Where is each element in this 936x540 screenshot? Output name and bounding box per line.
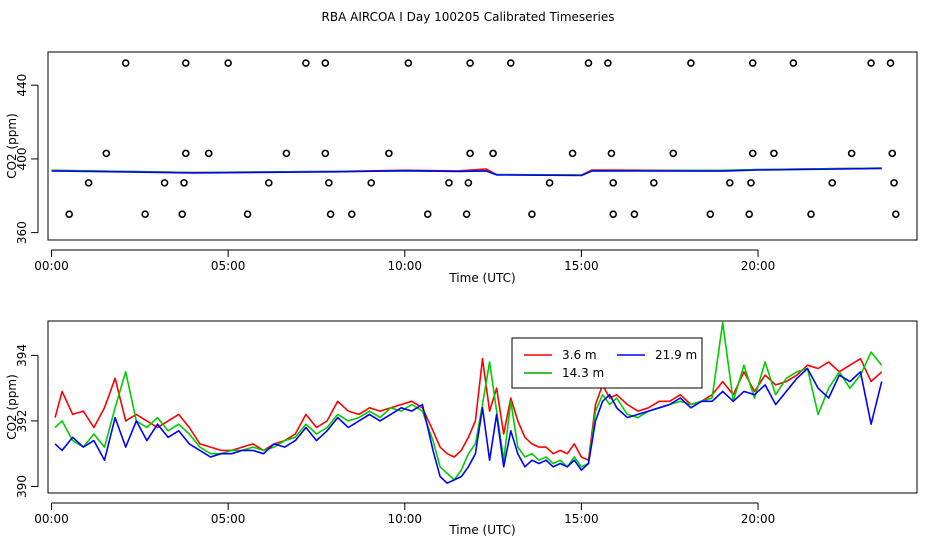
x-tick-label: 20:00	[741, 512, 776, 526]
data-point	[630, 210, 639, 218]
data-point	[160, 179, 169, 187]
data-point	[141, 210, 149, 218]
y-tick-label: 392	[15, 409, 29, 432]
y-tick-label: 394	[15, 344, 29, 367]
data-point	[181, 59, 190, 67]
data-point	[748, 59, 757, 67]
data-point	[462, 210, 471, 218]
legend-box	[511, 337, 703, 389]
legend-label: 14.3 m	[562, 366, 604, 380]
data-point	[489, 149, 497, 158]
data-point	[650, 179, 658, 187]
data-point	[178, 210, 187, 218]
x-axis-label: Time (UTC)	[448, 523, 515, 537]
series-group	[51, 59, 900, 218]
data-point	[748, 149, 757, 158]
data-point	[687, 59, 695, 67]
data-point	[204, 149, 213, 158]
y-axis-label: CO2 (ppm)	[5, 374, 19, 440]
data-point	[102, 149, 111, 158]
data-point	[347, 210, 356, 218]
data-point	[423, 210, 432, 218]
series-line-21-9-m	[54, 367, 883, 484]
series-group	[54, 321, 883, 484]
figure-title: RBA AIRCOA I Day 100205 Calibrated Times…	[322, 10, 615, 24]
data-point	[607, 149, 616, 158]
y-tick-label: 440	[15, 74, 29, 97]
data-point	[243, 210, 252, 218]
x-tick-label: 00:00	[34, 259, 69, 273]
plot-frame	[47, 320, 918, 494]
x-tick-label: 10:00	[387, 259, 422, 273]
top-panel-scatter: 00:00 05:00 10:00 15:00 20:00 Time (UTC) 360 40…	[5, 51, 918, 285]
data-point	[745, 210, 754, 218]
data-point	[568, 149, 577, 158]
data-point	[181, 149, 190, 158]
y-tick-label: 360	[15, 221, 29, 244]
series-line-21-9-m	[51, 167, 882, 177]
data-point	[464, 179, 473, 187]
data-point	[847, 149, 856, 158]
data-point	[584, 59, 593, 67]
data-point	[466, 59, 474, 67]
legend-label: 21.9 m	[655, 348, 697, 362]
data-point	[545, 179, 554, 187]
x-tick-label: 05:00	[211, 512, 246, 526]
data-point	[404, 59, 413, 67]
data-point	[506, 59, 515, 67]
legend-label: 3.6 m	[562, 348, 597, 362]
data-point	[528, 210, 536, 218]
data-point	[789, 59, 798, 67]
data-point	[828, 179, 837, 187]
data-point	[321, 149, 330, 158]
y-tick-label: 390	[15, 475, 29, 498]
data-point	[609, 210, 618, 218]
data-point	[180, 179, 188, 187]
bottom-panel-timeseries: 00:00 05:00 10:00 15:00 20:00 Time (UTC) 390 39…	[5, 320, 918, 537]
x-tick-label: 10:00	[387, 512, 422, 526]
data-point	[747, 179, 755, 187]
data-point	[302, 59, 310, 67]
data-point	[326, 210, 335, 218]
series-line-14-3-m	[54, 321, 883, 481]
data-point	[867, 59, 875, 67]
data-point	[604, 59, 612, 67]
x-tick-label: 15:00	[564, 259, 599, 273]
data-point	[325, 179, 333, 187]
data-point	[706, 210, 715, 218]
data-point	[385, 149, 393, 158]
data-point	[669, 149, 678, 158]
x-tick-label: 00:00	[34, 512, 69, 526]
data-point	[84, 179, 93, 187]
data-point	[886, 59, 895, 67]
plot-frame	[47, 51, 918, 241]
data-point	[65, 210, 73, 218]
data-point	[609, 179, 618, 187]
data-point	[445, 179, 453, 187]
data-point	[892, 210, 900, 218]
data-point	[890, 179, 898, 187]
data-point	[121, 59, 130, 67]
data-point	[888, 149, 897, 158]
data-point	[224, 59, 232, 67]
data-point	[264, 179, 273, 187]
x-axis-label: Time (UTC)	[448, 271, 515, 285]
y-axis-label: CO2 (ppm)	[5, 113, 19, 179]
data-point	[807, 210, 815, 218]
data-point	[321, 59, 330, 67]
y-tick-label: 400	[15, 147, 29, 170]
series-line-3-6-m	[54, 357, 883, 461]
legend: 3.6 m 21.9 m 14.3 m	[511, 337, 703, 389]
x-tick-label: 20:00	[741, 259, 776, 273]
data-point	[466, 149, 474, 158]
data-point	[770, 149, 778, 158]
x-tick-label: 05:00	[211, 259, 246, 273]
data-point	[282, 149, 291, 158]
x-tick-label: 15:00	[564, 512, 599, 526]
data-point	[367, 179, 376, 187]
data-point	[725, 179, 734, 187]
